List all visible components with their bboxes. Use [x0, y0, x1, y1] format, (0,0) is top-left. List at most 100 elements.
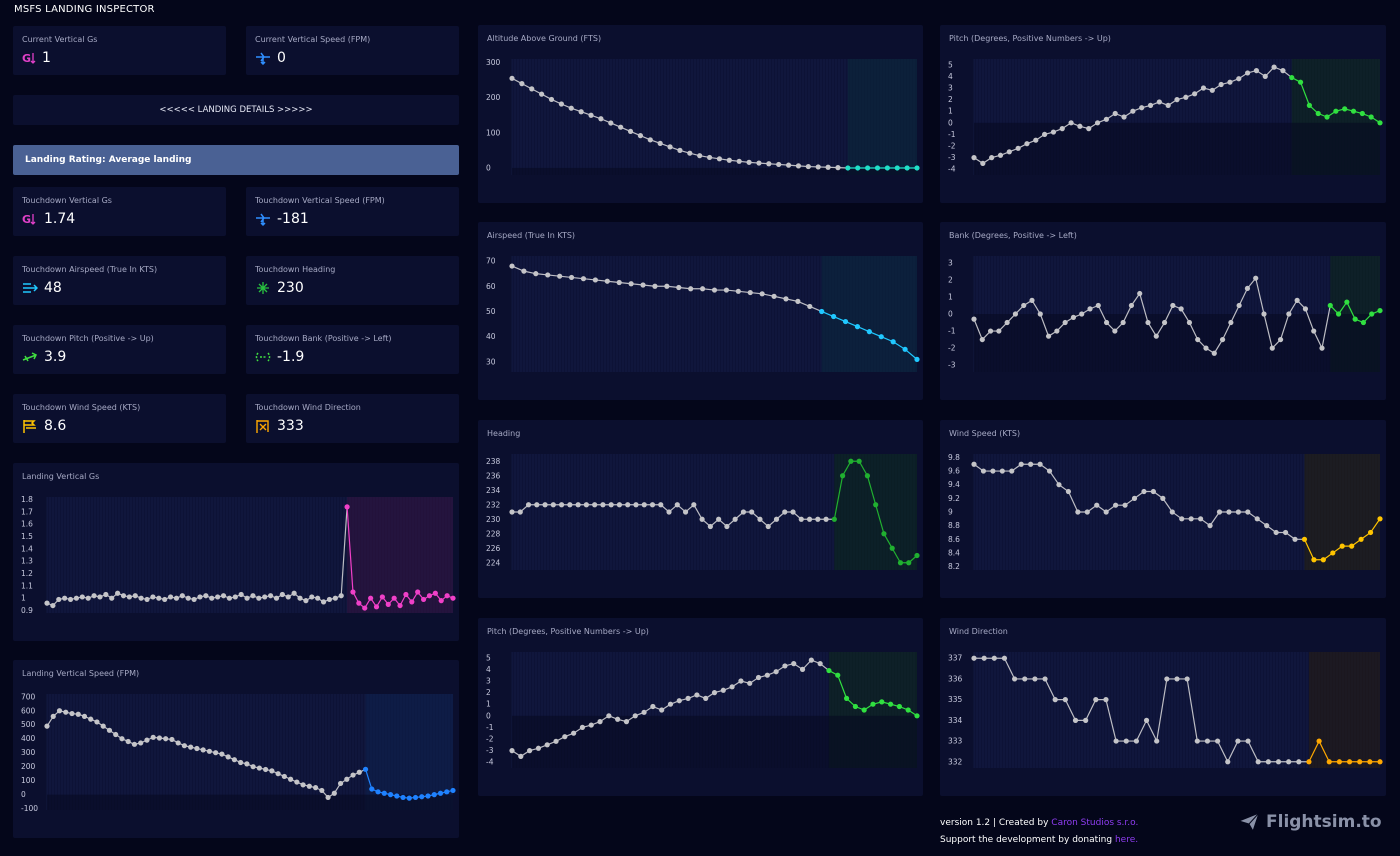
data-point [294, 779, 300, 785]
data-point [1359, 110, 1365, 117]
data-point [773, 669, 779, 675]
data-point [1282, 529, 1289, 536]
data-point [764, 672, 770, 678]
data-point [415, 589, 421, 595]
y-tick-label: 3 [486, 677, 491, 686]
data-point [706, 154, 713, 161]
data-point [699, 286, 706, 292]
data-point [1207, 523, 1213, 529]
data-point [578, 109, 584, 115]
flightsim-brand[interactable]: Flightsim.to [1238, 812, 1382, 832]
negative-region [47, 794, 453, 810]
data-point [1186, 319, 1193, 326]
data-point [817, 661, 823, 667]
data-point [44, 723, 50, 729]
pitch-chart-right: -4 -3 -2 -1 0 1 2 3 4 5 [948, 59, 1383, 175]
data-point [1024, 141, 1030, 147]
data-point [623, 719, 630, 725]
data-point [1009, 468, 1015, 474]
data-point [1012, 311, 1019, 317]
data-point [337, 780, 344, 787]
y-tick-label: -4 [486, 758, 494, 767]
data-point [861, 707, 867, 713]
data-point [667, 144, 673, 150]
data-point [1377, 120, 1383, 126]
data-point [1216, 509, 1223, 515]
data-point [905, 707, 911, 713]
data-point [1075, 509, 1081, 515]
data-point [1033, 137, 1039, 143]
data-point [1103, 697, 1109, 703]
data-point [1336, 759, 1342, 765]
data-point [773, 516, 780, 522]
data-point [790, 509, 796, 515]
data-point [263, 766, 269, 773]
data-point [1145, 319, 1151, 326]
data-point [103, 591, 109, 598]
data-point [356, 600, 362, 606]
series-line-pre [46, 506, 348, 607]
data-point [1006, 149, 1012, 155]
data-point [1316, 738, 1322, 744]
data-point [711, 690, 718, 696]
landing-vertical-gs-chart: 0.9 1 1.1 1.2 1.3 1.4 1.5 1.6 1.7 1.8 [21, 495, 456, 615]
y-tick-label: 334 [948, 716, 963, 725]
data-point [782, 509, 788, 515]
current-vertical-speed-panel: Current Vertical Speed (FPM) 0 [246, 26, 459, 75]
data-point [562, 734, 568, 740]
y-tick-label: 332 [948, 757, 963, 766]
data-point [385, 601, 391, 607]
data-point [1349, 543, 1355, 549]
data-point [120, 593, 127, 599]
landing-details-button[interactable]: <<<<< LANDING DETAILS >>>>> [13, 95, 459, 125]
data-point [724, 523, 730, 530]
data-point [667, 701, 674, 707]
y-tick-label: 400 [21, 734, 36, 743]
data-point [438, 598, 444, 604]
data-point [783, 296, 789, 302]
chart-title: Wind Direction [949, 627, 1008, 636]
data-point [979, 336, 985, 343]
chart-title: Bank (Degrees, Positive -> Left) [949, 231, 1077, 240]
data-point [1289, 74, 1295, 81]
data-point [291, 590, 297, 596]
data-point [1095, 302, 1101, 309]
data-point [542, 502, 548, 508]
data-point [852, 703, 858, 710]
data-point [904, 165, 910, 171]
landing-vertical-gs-panel: Landing Vertical Gs 0.9 1 1.1 1.2 1.3 1.4 1.5 1… [13, 463, 459, 641]
data-point [1327, 302, 1333, 309]
data-point [650, 703, 656, 710]
data-point [664, 283, 670, 289]
data-point [806, 516, 813, 522]
data-point [795, 163, 802, 169]
data-point [1188, 516, 1194, 522]
donate-link[interactable]: here. [1114, 835, 1139, 845]
y-tick-label: 333 [948, 737, 963, 746]
data-point [1154, 738, 1160, 744]
data-point [855, 165, 861, 171]
data-point [1150, 488, 1156, 495]
data-point [1068, 120, 1074, 126]
data-point [1194, 738, 1200, 744]
data-point [746, 159, 752, 165]
data-point [1367, 759, 1373, 765]
data-point [659, 707, 665, 713]
data-point [914, 552, 920, 559]
data-point [1029, 297, 1035, 303]
data-point [279, 591, 285, 598]
data-point [557, 273, 563, 279]
data-point [759, 291, 765, 297]
y-tick-label: 1 [21, 594, 26, 603]
y-tick-label: -2 [486, 735, 494, 744]
data-point [878, 334, 884, 340]
data-point [785, 162, 792, 168]
data-point [1204, 738, 1211, 744]
bank-chart: -3 -2 -1 0 1 2 3 [948, 256, 1383, 372]
data-point [1368, 114, 1374, 120]
creator-link[interactable]: Caron Studios s.r.o. [1051, 818, 1139, 828]
data-point [400, 794, 406, 801]
data-point [757, 516, 763, 522]
data-point [150, 594, 156, 600]
svg-text:G: G [22, 52, 31, 65]
